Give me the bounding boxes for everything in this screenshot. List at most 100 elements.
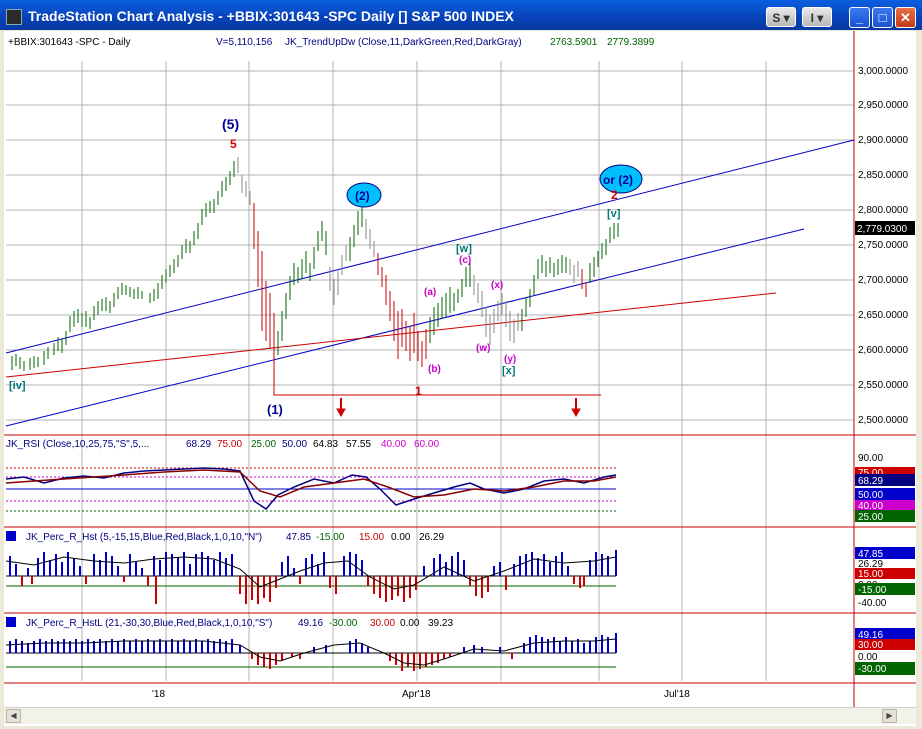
rsi-tick: 50.00	[858, 490, 883, 501]
rsi-value: 40.00	[381, 439, 406, 450]
rsi-value: 60.00	[414, 439, 439, 450]
perc1-tick: 47.85	[858, 549, 883, 560]
perc2-value: -30.00	[329, 618, 358, 629]
perc2-histogram-neg	[251, 653, 513, 671]
perc2-tick: 49.16	[858, 630, 883, 641]
maximize-button[interactable]: □	[872, 7, 893, 28]
rsi-tick: 40.00	[858, 501, 883, 512]
perc1-axis: 47.85 26.29 15.00 0.00 -15.00 -40.00	[855, 547, 915, 609]
close-button[interactable]: ✕	[895, 7, 916, 28]
scroll-right-icon[interactable]: ▶	[882, 709, 897, 723]
perc1-value: 47.85	[286, 532, 311, 543]
perc1-study-label: JK_Perc_R_Hst (5,-15,15,Blue,Red,Black,1…	[26, 532, 262, 543]
rsi-value: 25.00	[251, 439, 276, 450]
rsi-value: 75.00	[217, 439, 242, 450]
scroll-left-icon[interactable]: ◀	[6, 709, 21, 723]
s-menu-button[interactable]: S ▾	[766, 7, 796, 27]
price-tick: 2,900.0000	[858, 135, 908, 146]
lower-channel-line[interactable]	[5, 228, 805, 427]
rsi-axis: 90.00 75.00 68.29 50.00 40.00 25.00	[855, 453, 915, 523]
perc1-value: 15.00	[359, 532, 384, 543]
i-menu-button[interactable]: I ▾	[802, 7, 832, 27]
price-bars	[11, 157, 619, 371]
perc2-tick: -30.00	[858, 664, 887, 675]
wave-a-label: (a)	[424, 287, 436, 298]
trend-lines[interactable]	[5, 139, 855, 427]
perc1-histogram	[9, 550, 617, 576]
red-trend-line[interactable]	[5, 292, 777, 378]
rsi-tick: 90.00	[858, 453, 883, 464]
perc1-tick: -15.00	[858, 585, 887, 596]
wave-iv-bracket-label: [iv]	[9, 380, 26, 392]
wave-v-bracket-label: [v]	[607, 208, 621, 220]
chart-svg[interactable]: +BBIX:301643 -SPC - Daily V=5,110,156 JK…	[4, 31, 916, 707]
red-bracket-line[interactable]	[273, 358, 601, 396]
wave-labels: (5) 5 (2) or (2) 2 [v] [w] (c) (a) (x) (…	[9, 116, 643, 417]
perc2-tick: 0.00	[858, 652, 878, 663]
last-price-label: 2,779.0300	[857, 224, 907, 235]
perc2-tick: 30.00	[858, 640, 883, 651]
wave-w-label: (w)	[476, 343, 490, 354]
perc2-histogram	[9, 633, 617, 653]
price-tick: 3,000.0000	[858, 66, 908, 77]
rsi-tick: 25.00	[858, 512, 883, 523]
minimize-button[interactable]: _	[849, 7, 870, 28]
price-tick: 2,850.0000	[858, 170, 908, 181]
wave-1-red-label: 1	[415, 384, 422, 398]
perc2-value: 30.00	[370, 618, 395, 629]
perc2-value: 0.00	[400, 618, 420, 629]
price-tick: 2,750.0000	[858, 240, 908, 251]
wave-x-bracket-label: [x]	[502, 365, 516, 377]
rsi-value: 50.00	[282, 439, 307, 450]
perc2-legend-swatch	[6, 617, 16, 627]
perc2-axis: 49.16 30.00 0.00 -30.00	[855, 628, 915, 675]
horizontal-scrollbar[interactable]: ◀ ▶	[4, 707, 916, 724]
title-bar[interactable]: TradeStation Chart Analysis - +BBIX:3016…	[0, 0, 922, 30]
price-tick: 2,500.0000	[858, 415, 908, 426]
rsi-value: 64.83	[313, 439, 338, 450]
study-value-1: 2763.5901	[550, 37, 598, 48]
wave-2-circle	[346, 182, 382, 208]
perc2-study-label: JK_Perc_R_HstL (21,-30,30,Blue,Red,Black…	[26, 618, 272, 629]
perc1-tick: -40.00	[858, 598, 887, 609]
or-2-circle	[599, 164, 643, 194]
last-price-box	[855, 221, 915, 235]
perc2-value: 49.16	[298, 618, 323, 629]
study-value-2: 2779.3899	[607, 37, 655, 48]
wave-y-label: (y)	[504, 354, 516, 365]
symbol-label: +BBIX:301643 -SPC - Daily	[8, 37, 131, 48]
chart-area[interactable]: +BBIX:301643 -SPC - Daily V=5,110,156 JK…	[4, 31, 916, 726]
rsi-tick: 68.29	[858, 476, 883, 487]
rsi-line	[5, 467, 617, 510]
wave-5-red-label: 5	[230, 137, 237, 151]
perc1-line	[5, 556, 617, 590]
price-tick: 2,700.0000	[858, 275, 908, 286]
price-tick: 2,550.0000	[858, 380, 908, 391]
perc1-tick: 15.00	[858, 569, 883, 580]
price-tick: 2,650.0000	[858, 310, 908, 321]
wave-b-label: (b)	[428, 364, 441, 375]
rsi-value: 57.55	[346, 439, 371, 450]
price-axis[interactable]: 3,000.0000 2,950.0000 2,900.0000 2,850.0…	[858, 66, 908, 426]
price-tick: 2,800.0000	[858, 205, 908, 216]
perc1-histogram-neg	[21, 576, 585, 604]
red-2-label: 2	[611, 188, 618, 202]
perc2-line	[5, 638, 617, 666]
rsi-study-label: JK_RSI (Close,10,25,75,"S",5,...	[6, 439, 149, 450]
vertical-gridlines	[81, 61, 767, 681]
rsi-smooth-line	[5, 469, 617, 498]
rsi-tick: 75.00	[858, 468, 883, 479]
study-label: JK_TrendUpDw (Close,11,DarkGreen,Red,Dar…	[285, 37, 522, 48]
perc1-legend-swatch	[6, 531, 16, 541]
perc1-value: -15.00	[316, 532, 345, 543]
red-arrows	[336, 398, 581, 418]
wave-c-label: (c)	[459, 255, 471, 266]
wave-5-blue-label: (5)	[222, 116, 239, 132]
perc1-tick: 26.29	[858, 559, 883, 570]
date-axis[interactable]: '18 Apr'18 Jul'18	[152, 689, 690, 700]
date-tick: '18	[152, 689, 165, 700]
or-2-label: or (2)	[603, 173, 633, 187]
perc1-value: 0.00	[391, 532, 411, 543]
upper-channel-line[interactable]	[5, 139, 855, 354]
